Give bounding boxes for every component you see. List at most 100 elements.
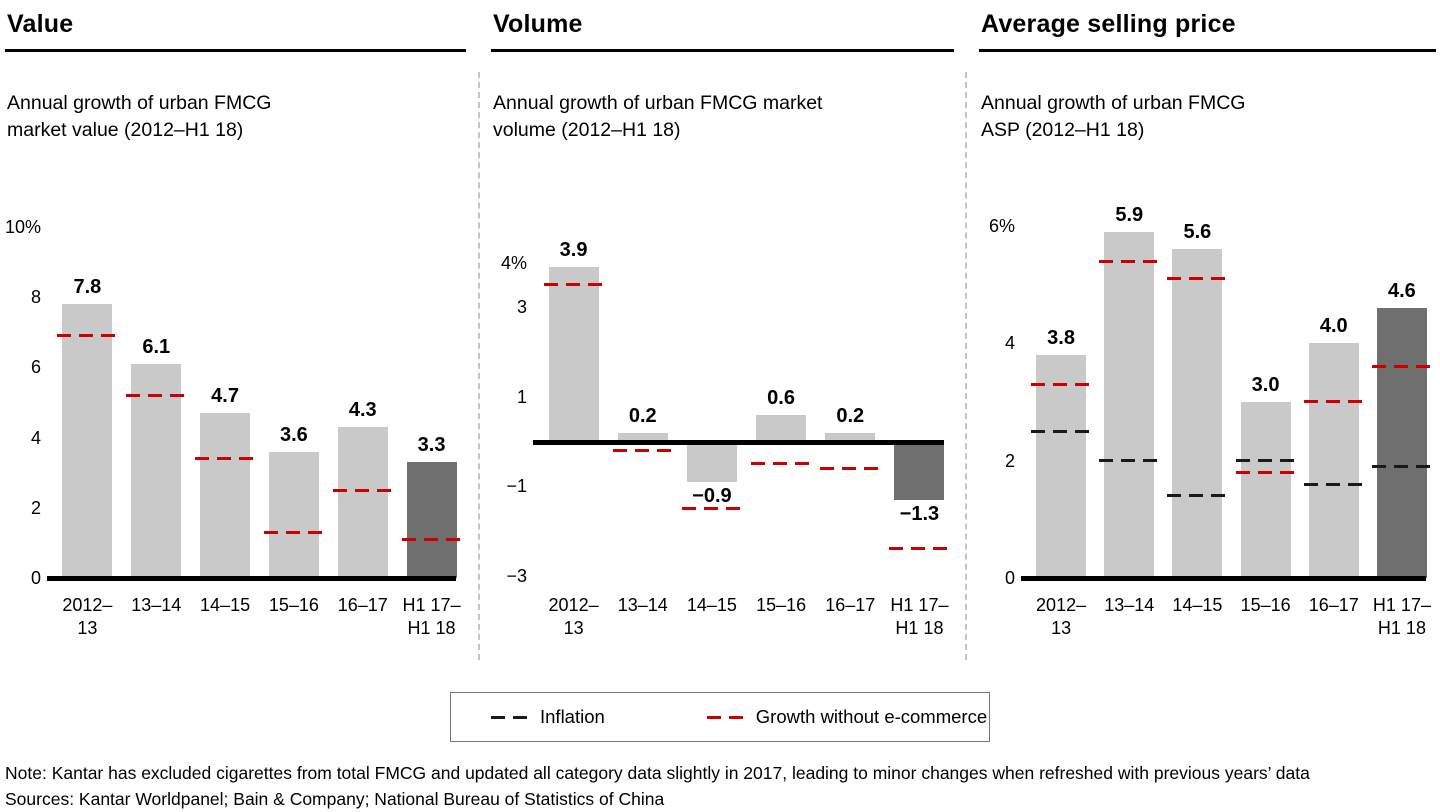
x-axis-label: 13–14	[617, 595, 668, 615]
inflation-dash	[1167, 494, 1228, 498]
bar	[1308, 343, 1359, 578]
no-ecommerce-dash	[612, 448, 673, 452]
bar-value-label: −1.3	[899, 502, 940, 525]
subtitle-line: market value (2012–H1 18)	[7, 119, 244, 141]
zero-baseline	[1021, 576, 1426, 581]
no-ecommerce-dash-icon	[706, 715, 743, 719]
y-axis-tick: 4%	[500, 252, 527, 273]
no-ecommerce-dash	[820, 466, 881, 470]
subtitle-line: volume (2012–H1 18)	[493, 119, 681, 141]
bar	[337, 427, 388, 578]
subtitle-line: Annual growth of urban FMCG market	[493, 92, 823, 114]
no-ecommerce-dash	[1303, 400, 1364, 404]
no-ecommerce-dash	[332, 488, 393, 492]
y-axis-tick: 8	[30, 287, 41, 308]
bar	[1104, 231, 1155, 578]
bar	[686, 441, 737, 482]
no-ecommerce-dash	[1235, 470, 1296, 474]
x-axis-label: 13–14	[1104, 595, 1155, 615]
inflation-dash	[1303, 482, 1364, 486]
bar-value-label: 3.6	[280, 423, 308, 446]
y-axis-tick: −1	[506, 476, 527, 497]
x-axis-label: 16–17	[1308, 595, 1359, 615]
no-ecommerce-dash	[1031, 382, 1092, 386]
x-axis-label: 2012– 13	[1036, 595, 1087, 638]
plot-area-value: 10% 8 6 4 2 0 7.8 6.1 4.7 3.6 4.3 3.3	[5, 217, 466, 588]
bar	[617, 432, 668, 442]
y-axis-tick: 2	[30, 497, 41, 518]
sources-text: Sources: Kantar Worldpanel; Bain & Compa…	[5, 789, 665, 809]
no-ecommerce-dash	[126, 393, 187, 397]
legend: Inflation Growth without e-commerce	[450, 692, 990, 742]
bar	[1240, 401, 1291, 578]
x-axis-label: H1 17– H1 18	[1372, 595, 1431, 638]
no-ecommerce-dash	[1099, 259, 1160, 263]
x-axis-label: 13–14	[131, 595, 182, 615]
bar	[1036, 354, 1087, 578]
y-axis-tick: −3	[506, 565, 527, 586]
x-axis-label: 15–16	[1240, 595, 1291, 615]
inflation-dash	[1099, 459, 1160, 463]
bar	[756, 414, 807, 442]
legend-label-no-ecommerce: Growth without e-commerce	[755, 706, 988, 727]
bar	[1376, 308, 1427, 578]
x-axis-label: 15–16	[756, 595, 807, 615]
zero-baseline	[533, 439, 944, 445]
chart-panel-asp: Average selling price Annual growth of u…	[979, 6, 1436, 640]
x-axis-label: 14–15	[1172, 595, 1223, 615]
bar	[406, 462, 457, 578]
bar-value-label: 6.1	[142, 335, 171, 358]
legend-label-inflation: Inflation	[540, 706, 605, 727]
x-axis-label: 16–17	[337, 595, 388, 615]
legend-item-no-ecommerce: Growth without e-commerce	[706, 706, 988, 728]
x-axis-label: 14–15	[200, 595, 251, 615]
subtitle-line: Annual growth of urban FMCG	[7, 92, 272, 114]
no-ecommerce-dash	[889, 547, 950, 551]
inflation-dash-icon	[491, 715, 527, 719]
no-ecommerce-dash	[543, 283, 604, 287]
bar-value-label: 4.0	[1319, 315, 1348, 338]
x-axis-label: H1 17– H1 18	[890, 595, 949, 638]
panel-title-volume: Volume	[491, 6, 954, 52]
bar-value-label: 3.0	[1251, 373, 1280, 396]
legend-item-inflation: Inflation	[491, 706, 605, 728]
bar-value-label: 0.2	[628, 404, 657, 427]
no-ecommerce-dash	[1371, 365, 1432, 369]
chart-subtitle-value: Annual growth of urban FMCG market value …	[5, 90, 466, 144]
bar	[894, 441, 945, 500]
bar-value-label: 3.8	[1047, 326, 1075, 349]
y-axis-tick: 6	[30, 357, 41, 378]
y-axis-tick: 0	[30, 568, 41, 588]
bar-value-label: 0.2	[836, 404, 865, 427]
bar	[62, 304, 113, 578]
bar	[1172, 249, 1223, 578]
y-axis-tick: 2	[1004, 450, 1015, 471]
panel-title-value: Value	[5, 6, 466, 52]
bar	[548, 266, 599, 442]
x-axis-labels: 2012– 13 13–14 14–15 15–16 16–17 H1 17– H1 18	[539, 594, 954, 640]
y-axis-tick: 4	[1004, 333, 1015, 354]
no-ecommerce-dash	[401, 537, 462, 541]
plot-area-volume: 4% 3 1 −1 −3 3.9 0.2 −0.9 0.6 0.2 −1.3	[491, 220, 954, 586]
bar-value-label: 4.6	[1388, 280, 1416, 303]
y-axis-tick: 3	[516, 297, 527, 318]
y-axis-tick: 10%	[5, 217, 42, 238]
panel-divider	[965, 72, 967, 660]
chart-subtitle-asp: Annual growth of urban FMCG ASP (2012–H1 …	[979, 90, 1436, 144]
x-axis-labels: 2012– 13 13–14 14–15 15–16 16–17 H1 17– H1 18	[53, 594, 466, 640]
bar-value-label: −0.9	[692, 484, 732, 507]
bar-value-label: 5.6	[1183, 221, 1212, 244]
inflation-dash	[1031, 429, 1092, 433]
footnotes: Note: Kantar has excluded cigarettes fro…	[5, 760, 1440, 812]
x-axis-label: 14–15	[686, 595, 737, 615]
x-axis-label: 15–16	[268, 595, 319, 615]
no-ecommerce-dash	[57, 334, 118, 338]
x-axis-label: H1 17– H1 18	[402, 595, 461, 638]
plot-area-asp: 6% 4 2 0 3.8 5.9 5.6 3.0 4.0 4.6	[979, 204, 1436, 588]
bar-value-label: 0.6	[767, 386, 795, 409]
bar	[825, 432, 876, 442]
no-ecommerce-dash	[751, 462, 812, 466]
x-axis-labels: 2012– 13 13–14 14–15 15–16 16–17 H1 17– H1 18	[1027, 594, 1436, 640]
no-ecommerce-dash	[263, 530, 324, 534]
bar-value-label: 3.3	[417, 434, 446, 457]
